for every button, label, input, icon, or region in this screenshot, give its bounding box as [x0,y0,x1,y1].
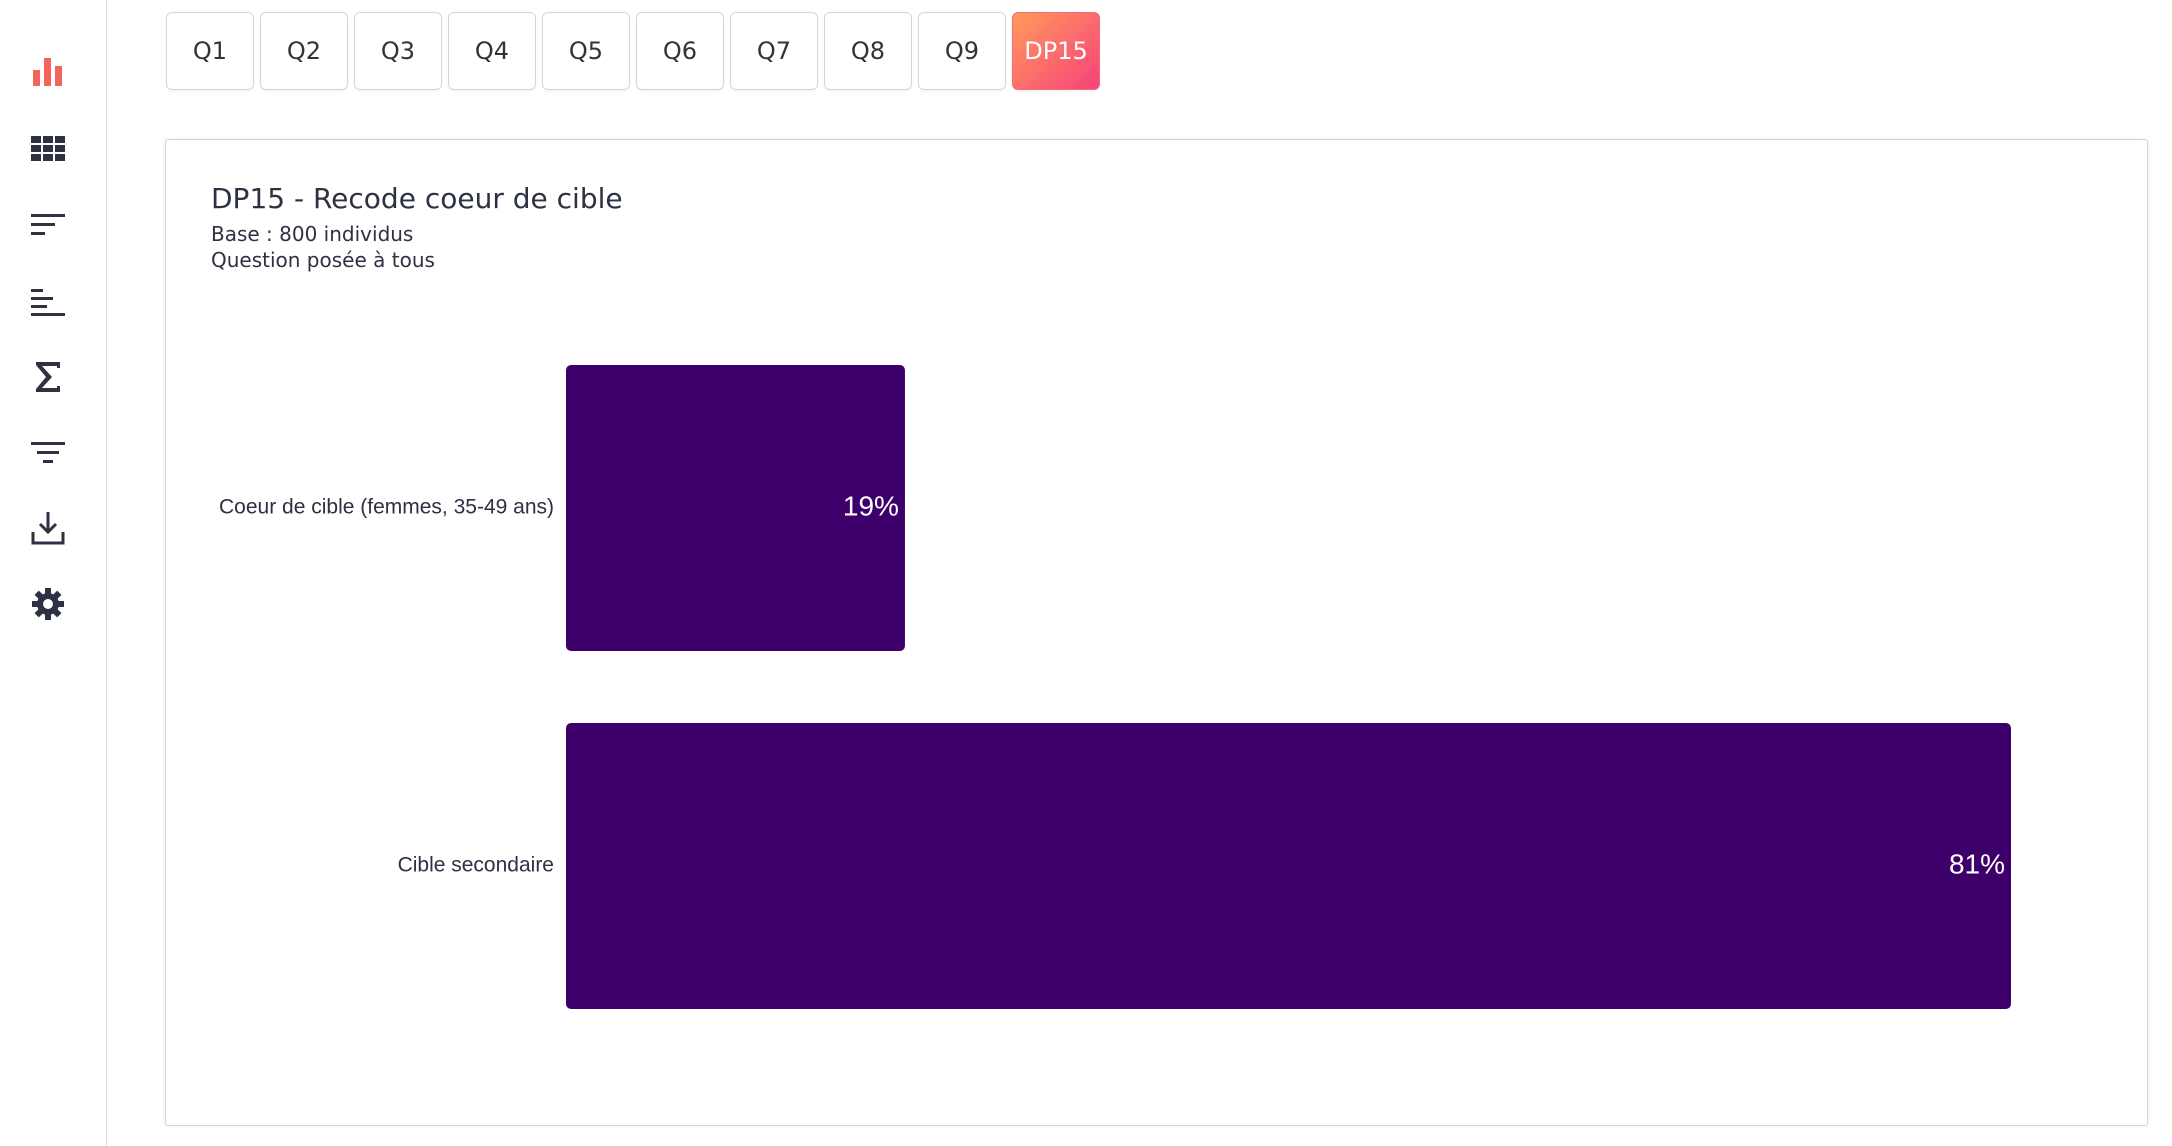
download-icon[interactable] [30,510,66,546]
table-icon[interactable] [30,130,66,166]
tab[interactable]: Q8 [824,12,912,90]
category-label: Cible secondaire [398,854,554,877]
bars-icon[interactable] [30,283,66,319]
value-label: 81% [1949,848,2005,879]
value-label: 19% [843,490,899,521]
filter-icon[interactable] [30,434,66,470]
tab[interactable]: Q7 [730,12,818,90]
sidebar [0,0,107,1146]
sum-icon[interactable] [30,359,66,395]
chart: Coeur de cible (femmes, 35-49 ans) 19% Cib… [219,365,2011,1009]
tab[interactable]: Q3 [354,12,442,90]
tab[interactable]: Q6 [636,12,724,90]
tab-bar: Q1 Q2 Q3 Q4 Q5 Q6 Q7 Q8 Q9 DP15 [166,12,1100,92]
chart-title: DP15 - Recode coeur de cible [211,182,623,215]
sort-icon[interactable] [30,206,66,242]
tab[interactable]: DP15 [1012,12,1100,90]
bar [566,365,905,651]
settings-icon[interactable] [30,586,66,622]
tab[interactable]: Q9 [918,12,1006,90]
tab[interactable]: Q1 [166,12,254,90]
tab[interactable]: Q4 [448,12,536,90]
tab[interactable]: Q2 [260,12,348,90]
chart-icon[interactable] [30,54,66,90]
bar [566,723,2011,1009]
chart-note: Question posée à tous [211,248,435,272]
chart-card: DP15 - Recode coeur de cible Base : 800 … [165,139,2148,1126]
chart-subtitle: Base : 800 individus [211,222,414,246]
category-label: Coeur de cible (femmes, 35-49 ans) [219,496,554,519]
tab[interactable]: Q5 [542,12,630,90]
